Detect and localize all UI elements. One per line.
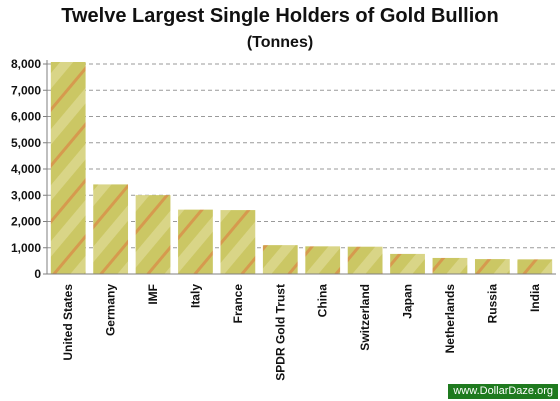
x-category-label: India [528, 284, 542, 312]
x-category-label: Netherlands [443, 284, 457, 354]
y-tick-label: 1,000 [11, 241, 41, 255]
bar [432, 257, 468, 274]
y-tick-label: 3,000 [11, 188, 41, 202]
y-tick-label: 8,000 [11, 57, 41, 71]
bar [517, 259, 553, 274]
x-category-label: Germany [104, 284, 118, 336]
x-category-label: IMF [146, 284, 160, 305]
x-category-label: Switzerland [358, 284, 372, 351]
chart-title: Twelve Largest Single Holders of Gold Bu… [61, 5, 498, 27]
y-tick-label: 0 [34, 267, 41, 281]
y-axis-tick-labels: 0 1,000 2,000 3,000 4,000 5,000 6,000 7,000 8,00… [11, 57, 41, 281]
y-tick-label: 4,000 [11, 162, 41, 176]
x-category-label: SPDR Gold Trust [273, 284, 287, 381]
bar [220, 210, 256, 274]
bar [178, 209, 213, 274]
x-axis-category-labels: United States Germany IMF Italy France SPDR G… [61, 284, 542, 381]
watermark-badge: www.DollarDaze.org [448, 384, 558, 399]
y-tick-label: 5,000 [11, 136, 41, 150]
bar [50, 62, 86, 274]
y-tick-label: 7,000 [11, 83, 41, 97]
x-category-label: Italy [188, 284, 202, 308]
y-tick-label: 2,000 [11, 215, 41, 229]
axes [43, 60, 556, 275]
bar [347, 246, 383, 274]
bar [390, 253, 425, 274]
bar [135, 195, 171, 274]
bar [93, 184, 129, 274]
x-category-label: China [316, 284, 330, 318]
x-category-label: Japan [401, 284, 415, 319]
bar [305, 246, 341, 274]
x-category-label: United States [61, 284, 75, 361]
bars [50, 62, 553, 274]
gridlines [47, 63, 556, 249]
x-category-label: Russia [485, 284, 499, 324]
y-tick-label: 6,000 [11, 110, 41, 124]
chart-subtitle: (Tonnes) [247, 34, 313, 51]
x-category-label: France [231, 284, 245, 324]
bar [474, 259, 510, 274]
bar [262, 245, 298, 274]
